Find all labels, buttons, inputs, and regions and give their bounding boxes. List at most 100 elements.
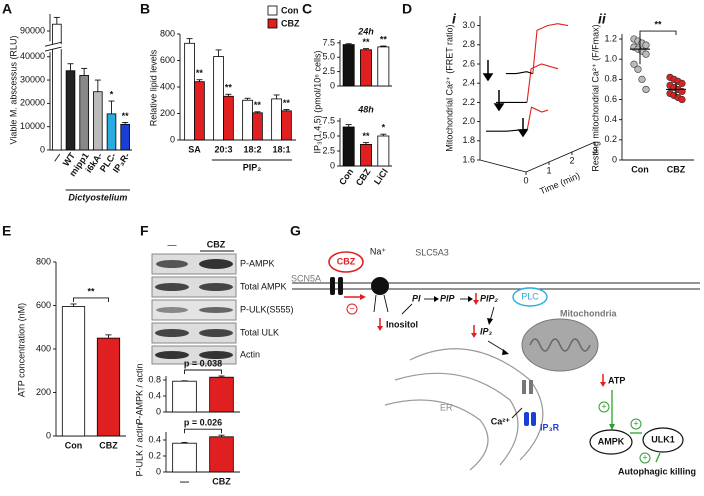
stimulus-arrows — [482, 60, 529, 138]
bar — [61, 306, 86, 437]
y-axis-label: P-AMPK / actin — [134, 363, 144, 424]
y-tick-label: 2.6 — [462, 58, 475, 68]
x-axis-label: Time (min) — [538, 170, 581, 196]
trace — [526, 63, 559, 103]
activate-sign: + — [633, 418, 638, 428]
blot-label: Total AMPK — [240, 281, 287, 291]
x-tick-label: 18:1 — [272, 144, 290, 154]
x-axis — [479, 159, 527, 173]
panel-label: B — [140, 1, 150, 17]
significance: ** — [362, 37, 370, 47]
y-tick-label: 1.0 — [604, 54, 617, 64]
significance: * — [110, 89, 114, 99]
blot-label: P-AMPK — [240, 258, 275, 268]
enzyme-label: PLC — [521, 291, 539, 301]
blot-label: Actin — [240, 349, 260, 359]
y-axis-label: P-ULK / actin — [134, 423, 144, 476]
panel-label: G — [290, 223, 301, 239]
y-tick-label: 0.4 — [604, 114, 617, 124]
y-tick-label: 0 — [330, 80, 335, 90]
transporter-label: SLC5A3 — [415, 247, 449, 257]
y-tick-label: 5.0 — [322, 130, 335, 140]
y-tick-label: 20000 — [20, 98, 45, 108]
organelle-label: Mitochondria — [560, 308, 617, 318]
bar — [172, 442, 197, 473]
y-tick-label: 0 — [156, 406, 161, 416]
x-tick-label: CBZ — [667, 164, 686, 174]
x-tick-label: 0 — [523, 175, 528, 185]
y-tick-label: 2.5 — [322, 145, 335, 155]
y-tick-label: 1.6 — [462, 154, 475, 164]
protein-label: AMPK — [598, 436, 625, 446]
y-tick-label: 600 — [36, 300, 51, 310]
significance: ** — [122, 111, 130, 121]
data-point — [678, 95, 686, 104]
y-tick-label: 0.2 — [148, 450, 161, 460]
bar — [377, 46, 390, 87]
y-tick-label: 600 — [160, 55, 175, 65]
panel-label: i — [452, 11, 457, 27]
y-tick-label: 2.5 — [322, 66, 335, 76]
channel-label: SCN5A — [291, 273, 321, 283]
y-tick-label: 40000 — [20, 51, 45, 61]
bar — [120, 123, 130, 151]
y-tick-label: 0 — [156, 466, 161, 476]
y-tick-label: 2.8 — [462, 39, 475, 49]
y-tick-label: 0 — [612, 154, 617, 164]
y-tick-label: 30000 — [20, 74, 45, 84]
y-tick-label: 7.5 — [322, 115, 335, 125]
western-blot: — CBZ P-AMPK Total AMPK P-ULK(S555) Tota… — [151, 239, 294, 365]
comparison-label: ** — [654, 19, 662, 29]
y-axis-label: IP₃(1,4,5) (pmol/10⁶ cells) — [312, 51, 322, 154]
bar — [377, 135, 390, 167]
trace — [486, 128, 528, 132]
y-tick-label: 0.4 — [148, 390, 161, 400]
panel-label: E — [2, 223, 11, 239]
outcome-label: Autophagic killing — [618, 466, 696, 476]
bar — [106, 113, 117, 151]
x-tick-label: 18:2 — [243, 144, 261, 154]
comparison-bracket — [73, 297, 109, 302]
x-tick-label: CBZ — [354, 166, 373, 187]
bar — [79, 74, 89, 151]
y-tick-label: 7.5 — [322, 37, 335, 47]
significance: ** — [254, 100, 262, 110]
bar — [93, 91, 103, 151]
bar — [360, 49, 372, 87]
y-tick-label: 200 — [160, 108, 175, 118]
data-point — [638, 75, 646, 83]
bar — [194, 81, 205, 141]
comparison-label: p = 0.026 — [184, 418, 222, 428]
y-tick-label: 3.0 — [462, 20, 475, 30]
y-tick-label: 0.8 — [148, 374, 161, 384]
inhibit-sign: − — [349, 303, 354, 313]
x-tick-label: SA — [188, 144, 201, 154]
y-axis-label: Relative lipid levels — [148, 49, 158, 126]
y-tick-label: 0 — [46, 430, 51, 440]
pathway-diagram: SCN5A CBZ − Na⁺ SLC5A3 Inositol PI PIP P… — [291, 246, 700, 476]
blot-label: P-ULK(S555) — [240, 304, 294, 314]
comparison-label: ** — [87, 286, 95, 296]
y-tick-label: 0.2 — [604, 134, 617, 144]
y-axis-label: ATP concentration (nM) — [16, 303, 26, 397]
data-point — [642, 50, 650, 58]
comparison-bracket — [184, 428, 222, 434]
data-point — [630, 60, 638, 68]
trace — [532, 23, 569, 74]
chart-title: 24h — [357, 26, 374, 36]
y-tick-label: 200 — [36, 387, 51, 397]
ion-label: Na⁺ — [370, 246, 387, 256]
significance: ** — [283, 98, 291, 108]
bar — [342, 44, 355, 87]
significance: ** — [362, 131, 370, 141]
legend-label: CBZ — [281, 18, 300, 28]
x-tick-label: CBZ — [212, 476, 231, 486]
x-tick-label: 20:3 — [214, 144, 232, 154]
panel-label: ii — [598, 11, 607, 27]
trace — [506, 71, 534, 75]
x-tick-label: 1 — [546, 165, 551, 175]
x-tick-label: 2 — [569, 155, 574, 165]
panel-label: F — [140, 223, 149, 239]
y-tick-label: 2.4 — [462, 78, 475, 88]
